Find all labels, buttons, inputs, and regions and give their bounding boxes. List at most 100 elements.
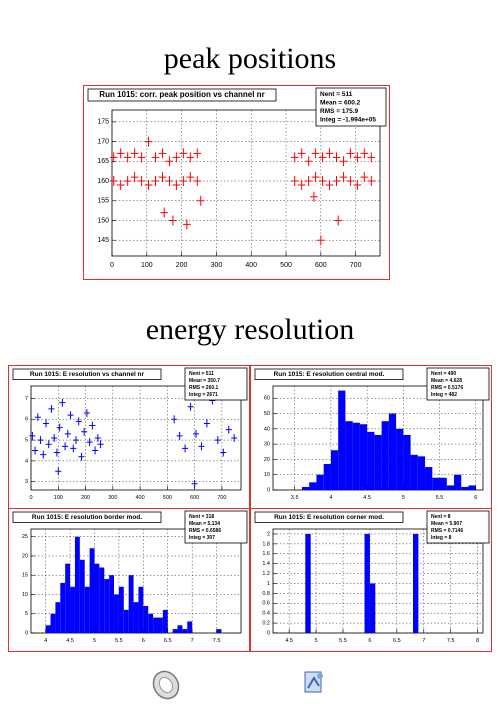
histogram-bar — [410, 454, 418, 490]
histogram-bar — [468, 485, 476, 490]
x-tick-label: 700 — [350, 262, 362, 269]
stats-line: RMS = 0.5176 — [431, 385, 463, 391]
data-point — [32, 446, 39, 455]
x-tick-label: 4.5 — [285, 638, 293, 644]
data-point — [304, 156, 313, 167]
plot-title-box — [12, 511, 162, 523]
data-point — [192, 429, 200, 438]
plot-title-box — [254, 368, 404, 380]
histogram-bar — [133, 602, 139, 633]
x-tick-label: 7.5 — [447, 638, 455, 644]
y-tick-label: 20 — [22, 553, 28, 559]
stats-line: Integ = 482 — [431, 392, 457, 398]
stats-line: Mean = 600.2 — [320, 99, 361, 106]
histogram-bar — [109, 575, 115, 633]
data-point — [89, 421, 96, 430]
data-point — [62, 442, 69, 451]
histogram-bar — [446, 485, 455, 490]
histogram-bar — [364, 533, 370, 633]
x-tick-label: 200 — [81, 495, 90, 501]
plot-frame — [272, 528, 484, 634]
data-point — [123, 152, 132, 163]
stats-line: Integ = -1.994e+05 — [320, 116, 376, 123]
x-tick-label: 6 — [142, 638, 145, 644]
data-point — [137, 152, 146, 163]
data-point — [116, 179, 125, 190]
histogram-bar — [359, 424, 368, 490]
histogram-bar — [396, 428, 404, 490]
x-tick-label: 6 — [474, 495, 477, 501]
histogram-bar — [345, 421, 353, 490]
data-point — [360, 172, 369, 183]
data-point — [51, 434, 58, 442]
stats-line: Mean = 4.628 — [431, 378, 462, 384]
data-point — [311, 148, 320, 159]
data-point — [75, 417, 82, 426]
histogram-bar — [99, 567, 105, 633]
data-point — [171, 415, 178, 424]
histogram-bar — [374, 434, 382, 490]
data-point — [334, 215, 343, 226]
histogram-bar — [70, 586, 75, 633]
data-point — [367, 152, 376, 163]
y-tick-label: 3 — [25, 479, 28, 485]
x-tick-label: 7 — [422, 638, 425, 644]
data-point — [191, 479, 198, 488]
histogram-bar — [182, 629, 188, 633]
histogram-bar — [104, 579, 110, 633]
histogram-bar — [417, 456, 426, 490]
plot: 4 4.5 5 5.5 6 6.5 7 7.5 0 5 10 15 20 25 Run 1015: E re… — [12, 510, 248, 644]
histogram-bar — [381, 421, 389, 490]
stats-line: Integ = 2671 — [189, 392, 218, 398]
icon — [304, 671, 323, 693]
stats-box — [184, 510, 248, 544]
y-tick-label: 0 — [25, 630, 28, 636]
data-point — [231, 434, 238, 442]
section-heading: peak positions — [163, 42, 337, 75]
x-tick-label: 0 — [110, 262, 114, 269]
plot-frame — [30, 385, 242, 491]
data-point — [186, 172, 195, 183]
data-point — [182, 219, 191, 230]
histogram-bar — [94, 563, 100, 633]
x-tick-label: 5 — [315, 638, 318, 644]
data-point — [29, 431, 36, 440]
plot: 0 100 200 300 400 500 600 700 3 4 5 6 7 Run 1015: E r… — [12, 367, 248, 501]
data-point — [290, 176, 299, 187]
data-point — [158, 148, 167, 159]
data-point — [176, 431, 183, 440]
y-tick-label: 1 — [267, 581, 270, 587]
data-point — [353, 152, 362, 163]
histogram-bar — [425, 467, 433, 490]
data-point — [34, 413, 41, 422]
y-tick-label: 1.6 — [262, 551, 270, 557]
x-tick-label: 3.5 — [291, 495, 299, 501]
plot-title-box — [12, 368, 162, 380]
stats-box — [184, 367, 248, 401]
stats-line: Nent = 318 — [189, 514, 214, 520]
data-point — [311, 172, 320, 183]
stats-line: RMS = 0.7146 — [431, 528, 463, 534]
stats-line: Nent = 490 — [431, 371, 456, 377]
plot-title-box — [254, 511, 404, 523]
x-tick-label: 6.5 — [393, 638, 401, 644]
data-point — [160, 207, 169, 218]
data-point — [42, 419, 50, 428]
histogram-bar — [89, 548, 95, 633]
y-tick-label: 20 — [264, 457, 270, 463]
x-tick-label: 4.5 — [363, 495, 371, 501]
plot: 4.5 5 5.5 6 6.5 7 7.5 8 0 0.2 0.4 0.6 0.8 1 1.2 1.4 1.6 1… — [254, 510, 490, 644]
y-tick-label: 0.8 — [262, 591, 270, 597]
x-tick-label: 600 — [315, 262, 327, 269]
x-tick-label: 8 — [476, 638, 479, 644]
y-tick-label: 40 — [264, 426, 270, 432]
data-point — [83, 409, 90, 417]
data-point — [203, 419, 210, 428]
plot-panel: 4.5 5 5.5 6 6.5 7 7.5 8 0 0.2 0.4 0.6 0.8 1 1.2 1.4 1.6 1… — [250, 508, 492, 652]
y-tick-label: 5 — [25, 438, 28, 444]
stats-line: Mean = 350.7 — [189, 378, 220, 384]
data-point — [346, 148, 355, 159]
data-point — [81, 427, 88, 436]
y-tick-label: 6 — [25, 417, 28, 423]
